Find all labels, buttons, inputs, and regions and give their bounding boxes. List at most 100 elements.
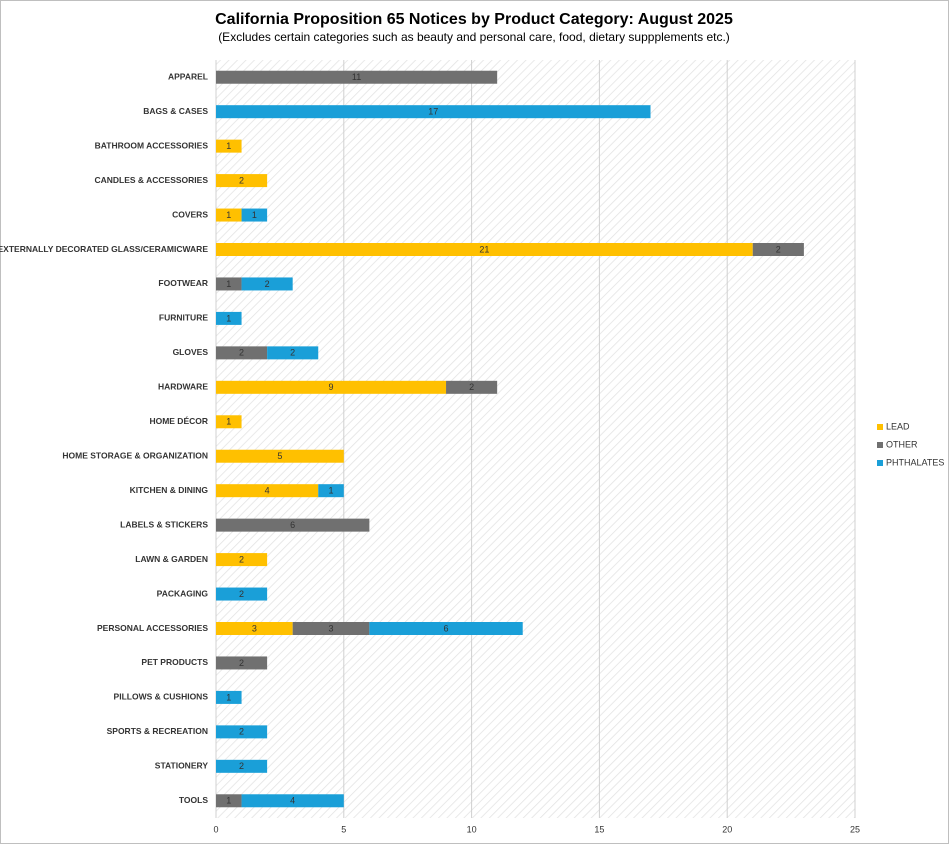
data-label: 1 [226, 313, 231, 323]
bar-segment [216, 725, 268, 739]
bar-segment [216, 622, 293, 635]
bar-segment [216, 484, 319, 498]
y-tick-label: CANDLES & ACCESSORIES [94, 175, 208, 185]
bar-segment [216, 174, 268, 188]
data-label: 2 [239, 727, 244, 737]
bar-segment [241, 277, 293, 291]
data-label: 3 [252, 623, 257, 633]
y-tick-label: FURNITURE [159, 313, 208, 323]
y-tick-label: PET PRODUCTS [141, 657, 208, 667]
y-tick-label: COVERS [172, 209, 208, 219]
bar-segment [216, 380, 447, 394]
y-tick-label: LAWN & GARDEN [135, 554, 208, 564]
data-label: 1 [226, 279, 231, 289]
x-tick-label: 5 [341, 824, 346, 834]
y-tick-label: STATIONERY [155, 761, 209, 771]
data-label: 2 [239, 658, 244, 668]
y-tick-label: HARDWARE [158, 382, 208, 392]
data-label: 2 [239, 589, 244, 599]
y-tick-label: KITCHEN & DINING [130, 485, 209, 495]
bar-segment [292, 622, 370, 635]
bar-segment [267, 346, 319, 360]
x-tick-label: 20 [722, 824, 732, 834]
bar-segment [216, 518, 370, 532]
bar-segment [216, 587, 268, 601]
data-label: 1 [329, 486, 334, 496]
bar-segment [369, 622, 523, 635]
data-label: 6 [444, 623, 449, 633]
data-label: 4 [290, 796, 295, 806]
y-tick-label: BAGS & CASES [143, 106, 208, 116]
bar-segment [216, 277, 242, 291]
data-label: 9 [329, 382, 334, 392]
legend-label: PHTHALATES [886, 457, 944, 467]
y-tick-label: LABELS & STICKERS [120, 519, 208, 529]
bar-segment [318, 484, 344, 498]
y-tick-label: PERSONAL ACCESSORIES [97, 623, 208, 633]
y-tick-label: SPORTS & RECREATION [107, 726, 208, 736]
y-tick-label: TOOLS [179, 795, 208, 805]
x-tick-label: 10 [467, 824, 477, 834]
legend-swatch [877, 424, 883, 430]
bar-segment [216, 656, 268, 670]
data-label: 11 [352, 72, 361, 82]
bar-segment [216, 553, 268, 567]
chart-title: California Proposition 65 Notices by Pro… [215, 11, 733, 28]
bar-segment [216, 794, 242, 808]
y-tick-label: BATHROOM ACCESSORIES [95, 140, 209, 150]
y-tick-label: HOME STORAGE & ORGANIZATION [62, 450, 208, 460]
data-label: 2 [239, 348, 244, 358]
y-tick-label: GLOVES [173, 347, 209, 357]
bar-segment [216, 311, 242, 325]
bar-segment [216, 690, 242, 704]
legend-label: OTHER [886, 439, 918, 449]
y-tick-label: PILLOWS & CUSHIONS [114, 692, 209, 702]
data-label: 17 [428, 107, 438, 117]
bar-segment [216, 346, 268, 360]
data-label: 2 [290, 348, 295, 358]
bar-segment [241, 794, 344, 808]
bar-segment [216, 415, 242, 429]
bar-segment [241, 208, 268, 222]
plot-area [216, 60, 855, 818]
bar-segment [216, 105, 651, 119]
bar-segment [446, 380, 498, 394]
y-tick-label: EXTERNALLY DECORATED GLASS/CERAMICWARE [0, 244, 208, 254]
bar-segment [216, 759, 268, 773]
data-label: 1 [226, 692, 231, 702]
data-label: 1 [252, 210, 257, 220]
data-label: 4 [265, 486, 270, 496]
data-label: 1 [226, 417, 231, 427]
data-label: 2 [239, 175, 244, 185]
data-label: 1 [226, 210, 231, 220]
legend-swatch [877, 442, 883, 448]
bar-segment [216, 243, 753, 256]
data-label: 2 [776, 244, 781, 254]
data-label: 2 [239, 761, 244, 771]
data-label: 5 [277, 451, 282, 461]
data-label: 1 [226, 141, 231, 151]
y-tick-label: APPAREL [168, 71, 208, 81]
x-tick-label: 0 [213, 824, 218, 834]
y-tick-label: PACKAGING [157, 588, 209, 598]
bar-segment [216, 70, 498, 84]
data-label: 6 [290, 520, 295, 530]
chart-subtitle: (Excludes certain categories such as bea… [218, 30, 730, 44]
data-label: 3 [329, 623, 334, 633]
y-tick-label: FOOTWEAR [158, 278, 208, 288]
legend-swatch [877, 460, 883, 466]
data-label: 1 [226, 796, 231, 806]
data-label: 21 [479, 244, 489, 254]
data-label: 2 [265, 279, 270, 289]
data-label: 2 [239, 554, 244, 564]
legend-label: LEAD [886, 421, 910, 431]
y-tick-label: HOME DÉCOR [149, 416, 208, 426]
bar-segment [216, 208, 242, 222]
bar-segment [216, 449, 344, 463]
data-label: 2 [469, 382, 474, 392]
bar-segment [752, 243, 804, 256]
x-tick-label: 25 [850, 824, 860, 834]
x-tick-label: 15 [594, 824, 604, 834]
bar-segment [216, 139, 242, 153]
